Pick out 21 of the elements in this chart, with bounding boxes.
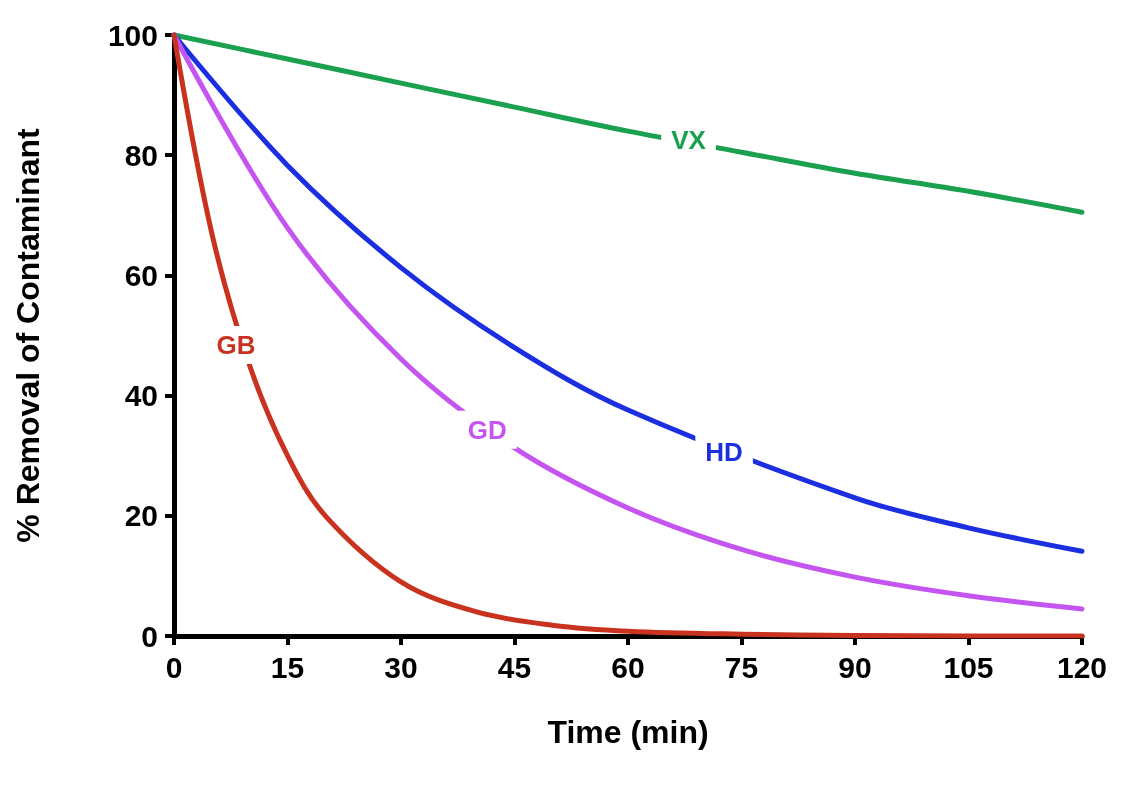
- annotation: GD: [467, 414, 507, 445]
- y-tick-label: 40: [124, 379, 158, 413]
- x-tick-label: 120: [1056, 650, 1108, 684]
- x-axis-title: Time (min): [547, 714, 709, 750]
- x-tick-label: 0: [165, 650, 183, 684]
- y-tick-label: 0: [141, 619, 158, 653]
- x-tick-label: 30: [384, 650, 418, 684]
- y-tick-label: 80: [124, 138, 158, 172]
- x-tick-label: 15: [270, 650, 305, 684]
- y-axis-title: % Removal of Contaminant: [10, 128, 46, 543]
- annotation: VX: [671, 125, 707, 156]
- y-tick-label: 60: [124, 258, 158, 292]
- annotation: GB: [216, 330, 256, 361]
- x-tick-label: 60: [611, 650, 645, 684]
- annotation: HD: [705, 437, 743, 468]
- x-tick-label: 75: [724, 650, 759, 684]
- x-tick-label: 45: [497, 650, 532, 684]
- y-tick-label: 100: [107, 18, 158, 52]
- y-tick-label: 20: [124, 499, 158, 533]
- x-tick-label: 90: [838, 650, 872, 684]
- x-tick-label: 105: [943, 650, 994, 684]
